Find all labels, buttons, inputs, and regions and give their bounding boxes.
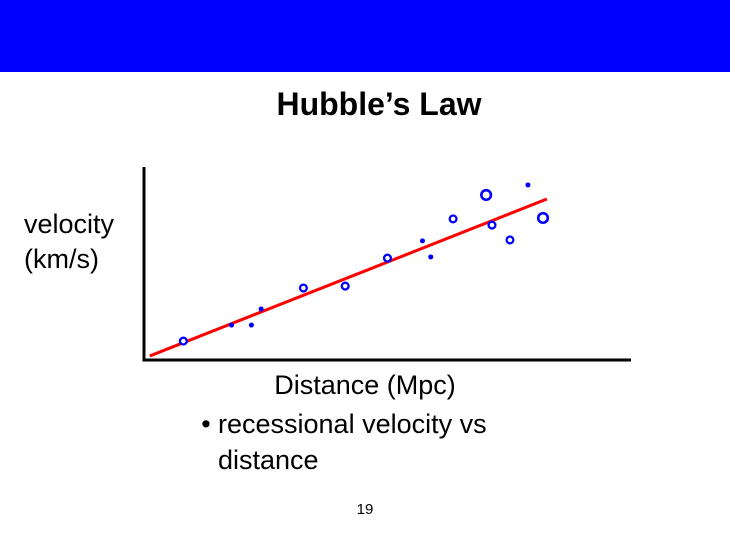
bullet-item: • recessional velocity vs distance	[198, 406, 578, 478]
data-point-14	[525, 182, 531, 188]
data-point-4	[258, 306, 264, 312]
data-point-12	[487, 220, 497, 230]
data-point-10	[448, 214, 458, 224]
data-point-5	[298, 283, 308, 293]
data-point-15	[536, 211, 550, 225]
header-bar	[0, 0, 730, 72]
data-point-7	[382, 253, 393, 263]
data-point-9	[428, 254, 434, 260]
data-point-8	[419, 238, 425, 244]
trend-line	[149, 197, 548, 358]
data-point-13	[505, 235, 515, 245]
chart-ylabel-line-2: (km/s)	[24, 244, 99, 274]
data-points	[178, 182, 550, 346]
bullet-text: recessional velocity vs distance	[218, 409, 487, 475]
data-point-1	[178, 336, 188, 346]
data-point-6	[340, 281, 350, 291]
chart-ylabel-line-1: velocity	[24, 209, 115, 239]
data-point-11	[480, 188, 493, 202]
data-point-3	[248, 322, 254, 328]
chart-ylabel: velocity (km/s)	[24, 207, 114, 277]
page-number: 19	[356, 501, 374, 518]
chart-xlabel: Distance (Mpc)	[274, 370, 456, 400]
slide-title: Hubble’s Law	[276, 86, 482, 122]
data-point-2	[228, 322, 234, 328]
bullet-marker: •	[201, 409, 211, 439]
